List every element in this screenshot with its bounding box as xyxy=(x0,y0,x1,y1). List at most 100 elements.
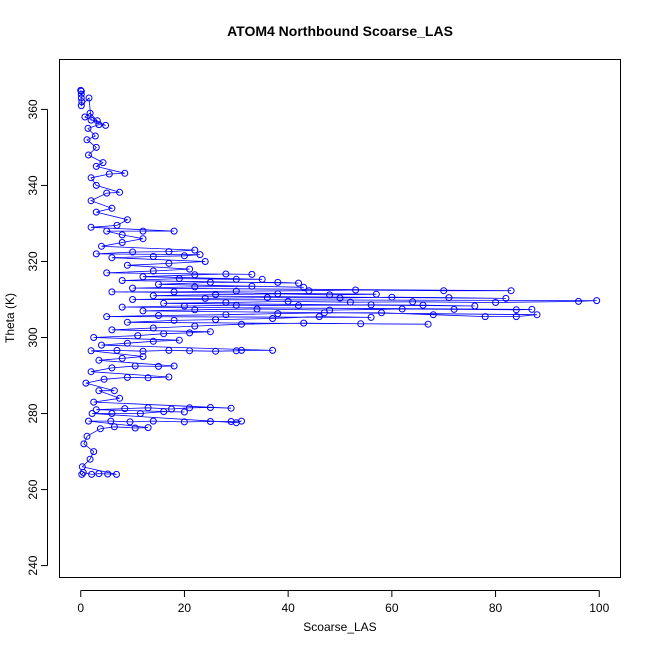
data-point xyxy=(445,294,453,302)
data-point xyxy=(100,375,108,383)
data-point xyxy=(238,346,245,354)
data-point xyxy=(144,374,152,382)
data-point xyxy=(170,316,178,324)
data-point xyxy=(77,87,85,95)
data-point xyxy=(274,310,282,318)
data-point xyxy=(139,227,147,235)
data-point xyxy=(305,287,313,295)
data-point xyxy=(155,362,162,370)
data-point xyxy=(419,301,427,309)
data-point xyxy=(85,151,92,159)
data-point xyxy=(180,302,188,310)
data-point xyxy=(105,170,113,178)
data-point xyxy=(123,261,131,269)
x-tick-label: 80 xyxy=(489,601,503,615)
data-point xyxy=(87,197,95,205)
data-point xyxy=(103,313,111,321)
data-point xyxy=(86,109,94,117)
data-point xyxy=(398,305,406,313)
data-point xyxy=(104,470,112,478)
data-point xyxy=(263,294,271,302)
data-point xyxy=(95,470,103,478)
data-point xyxy=(77,102,85,110)
data-point xyxy=(388,293,396,301)
data-point xyxy=(118,303,126,311)
data-point xyxy=(96,425,104,433)
y-tick-label: 300 xyxy=(26,327,40,347)
data-point xyxy=(269,346,277,354)
data-point xyxy=(429,311,437,319)
data-point xyxy=(212,316,220,324)
data-point xyxy=(372,290,380,298)
data-point xyxy=(83,136,91,144)
data-point xyxy=(191,283,199,291)
data-point xyxy=(126,418,134,426)
data-point xyxy=(110,387,118,395)
data-point xyxy=(222,311,230,319)
data-point xyxy=(116,394,124,402)
data-point xyxy=(78,463,86,471)
data-point xyxy=(274,290,282,298)
data-point xyxy=(87,223,95,231)
data-point xyxy=(440,287,448,295)
data-point xyxy=(85,417,92,425)
data-point xyxy=(206,278,214,286)
data-point xyxy=(78,98,86,106)
x-tick-label: 40 xyxy=(281,601,295,615)
data-point xyxy=(139,235,147,243)
data-point xyxy=(139,307,147,315)
data-point xyxy=(78,470,86,478)
data-point xyxy=(87,116,95,124)
data-point xyxy=(149,337,157,345)
x-axis: 0 20 40 60 80 100 xyxy=(77,590,610,615)
data-point xyxy=(170,288,178,296)
data-point xyxy=(85,94,93,102)
data-point xyxy=(196,251,204,259)
data-point xyxy=(134,332,142,340)
data-point xyxy=(129,248,137,256)
data-point xyxy=(180,418,188,426)
data-point xyxy=(295,279,302,287)
data-point xyxy=(95,387,103,395)
data-point xyxy=(248,282,256,290)
data-point xyxy=(108,288,116,296)
data-point xyxy=(367,301,375,309)
data-point xyxy=(121,405,129,413)
data-point xyxy=(77,90,85,98)
data-point xyxy=(191,322,199,330)
data-point xyxy=(507,287,515,295)
data-point xyxy=(108,204,116,212)
data-point xyxy=(77,94,85,102)
data-point xyxy=(238,320,245,328)
data-point xyxy=(118,239,126,246)
data-point xyxy=(232,419,240,427)
data-point xyxy=(88,470,96,478)
data-point xyxy=(123,318,131,326)
data-point xyxy=(206,404,214,411)
data-point xyxy=(90,398,98,406)
data-point xyxy=(87,347,95,355)
data-point xyxy=(186,265,194,273)
x-axis-label: Scoarse_LAS xyxy=(303,620,376,634)
data-point xyxy=(191,246,199,254)
data-point xyxy=(315,313,323,321)
data-point xyxy=(98,341,105,349)
y-tick-label: 260 xyxy=(26,479,40,499)
data-point xyxy=(113,346,121,354)
data-point xyxy=(108,254,116,262)
data-point xyxy=(512,313,520,321)
data-point xyxy=(129,296,137,303)
data-point xyxy=(222,299,230,306)
data-point xyxy=(80,440,88,448)
data-point xyxy=(92,143,100,151)
data-point xyxy=(116,188,124,196)
x-tick-label: 0 xyxy=(77,601,84,615)
data-point xyxy=(227,404,235,412)
data-point xyxy=(191,271,199,279)
data-point xyxy=(144,424,152,432)
data-point xyxy=(82,379,90,387)
data-point xyxy=(206,328,214,336)
data-point xyxy=(88,410,96,417)
data-point xyxy=(149,417,157,425)
